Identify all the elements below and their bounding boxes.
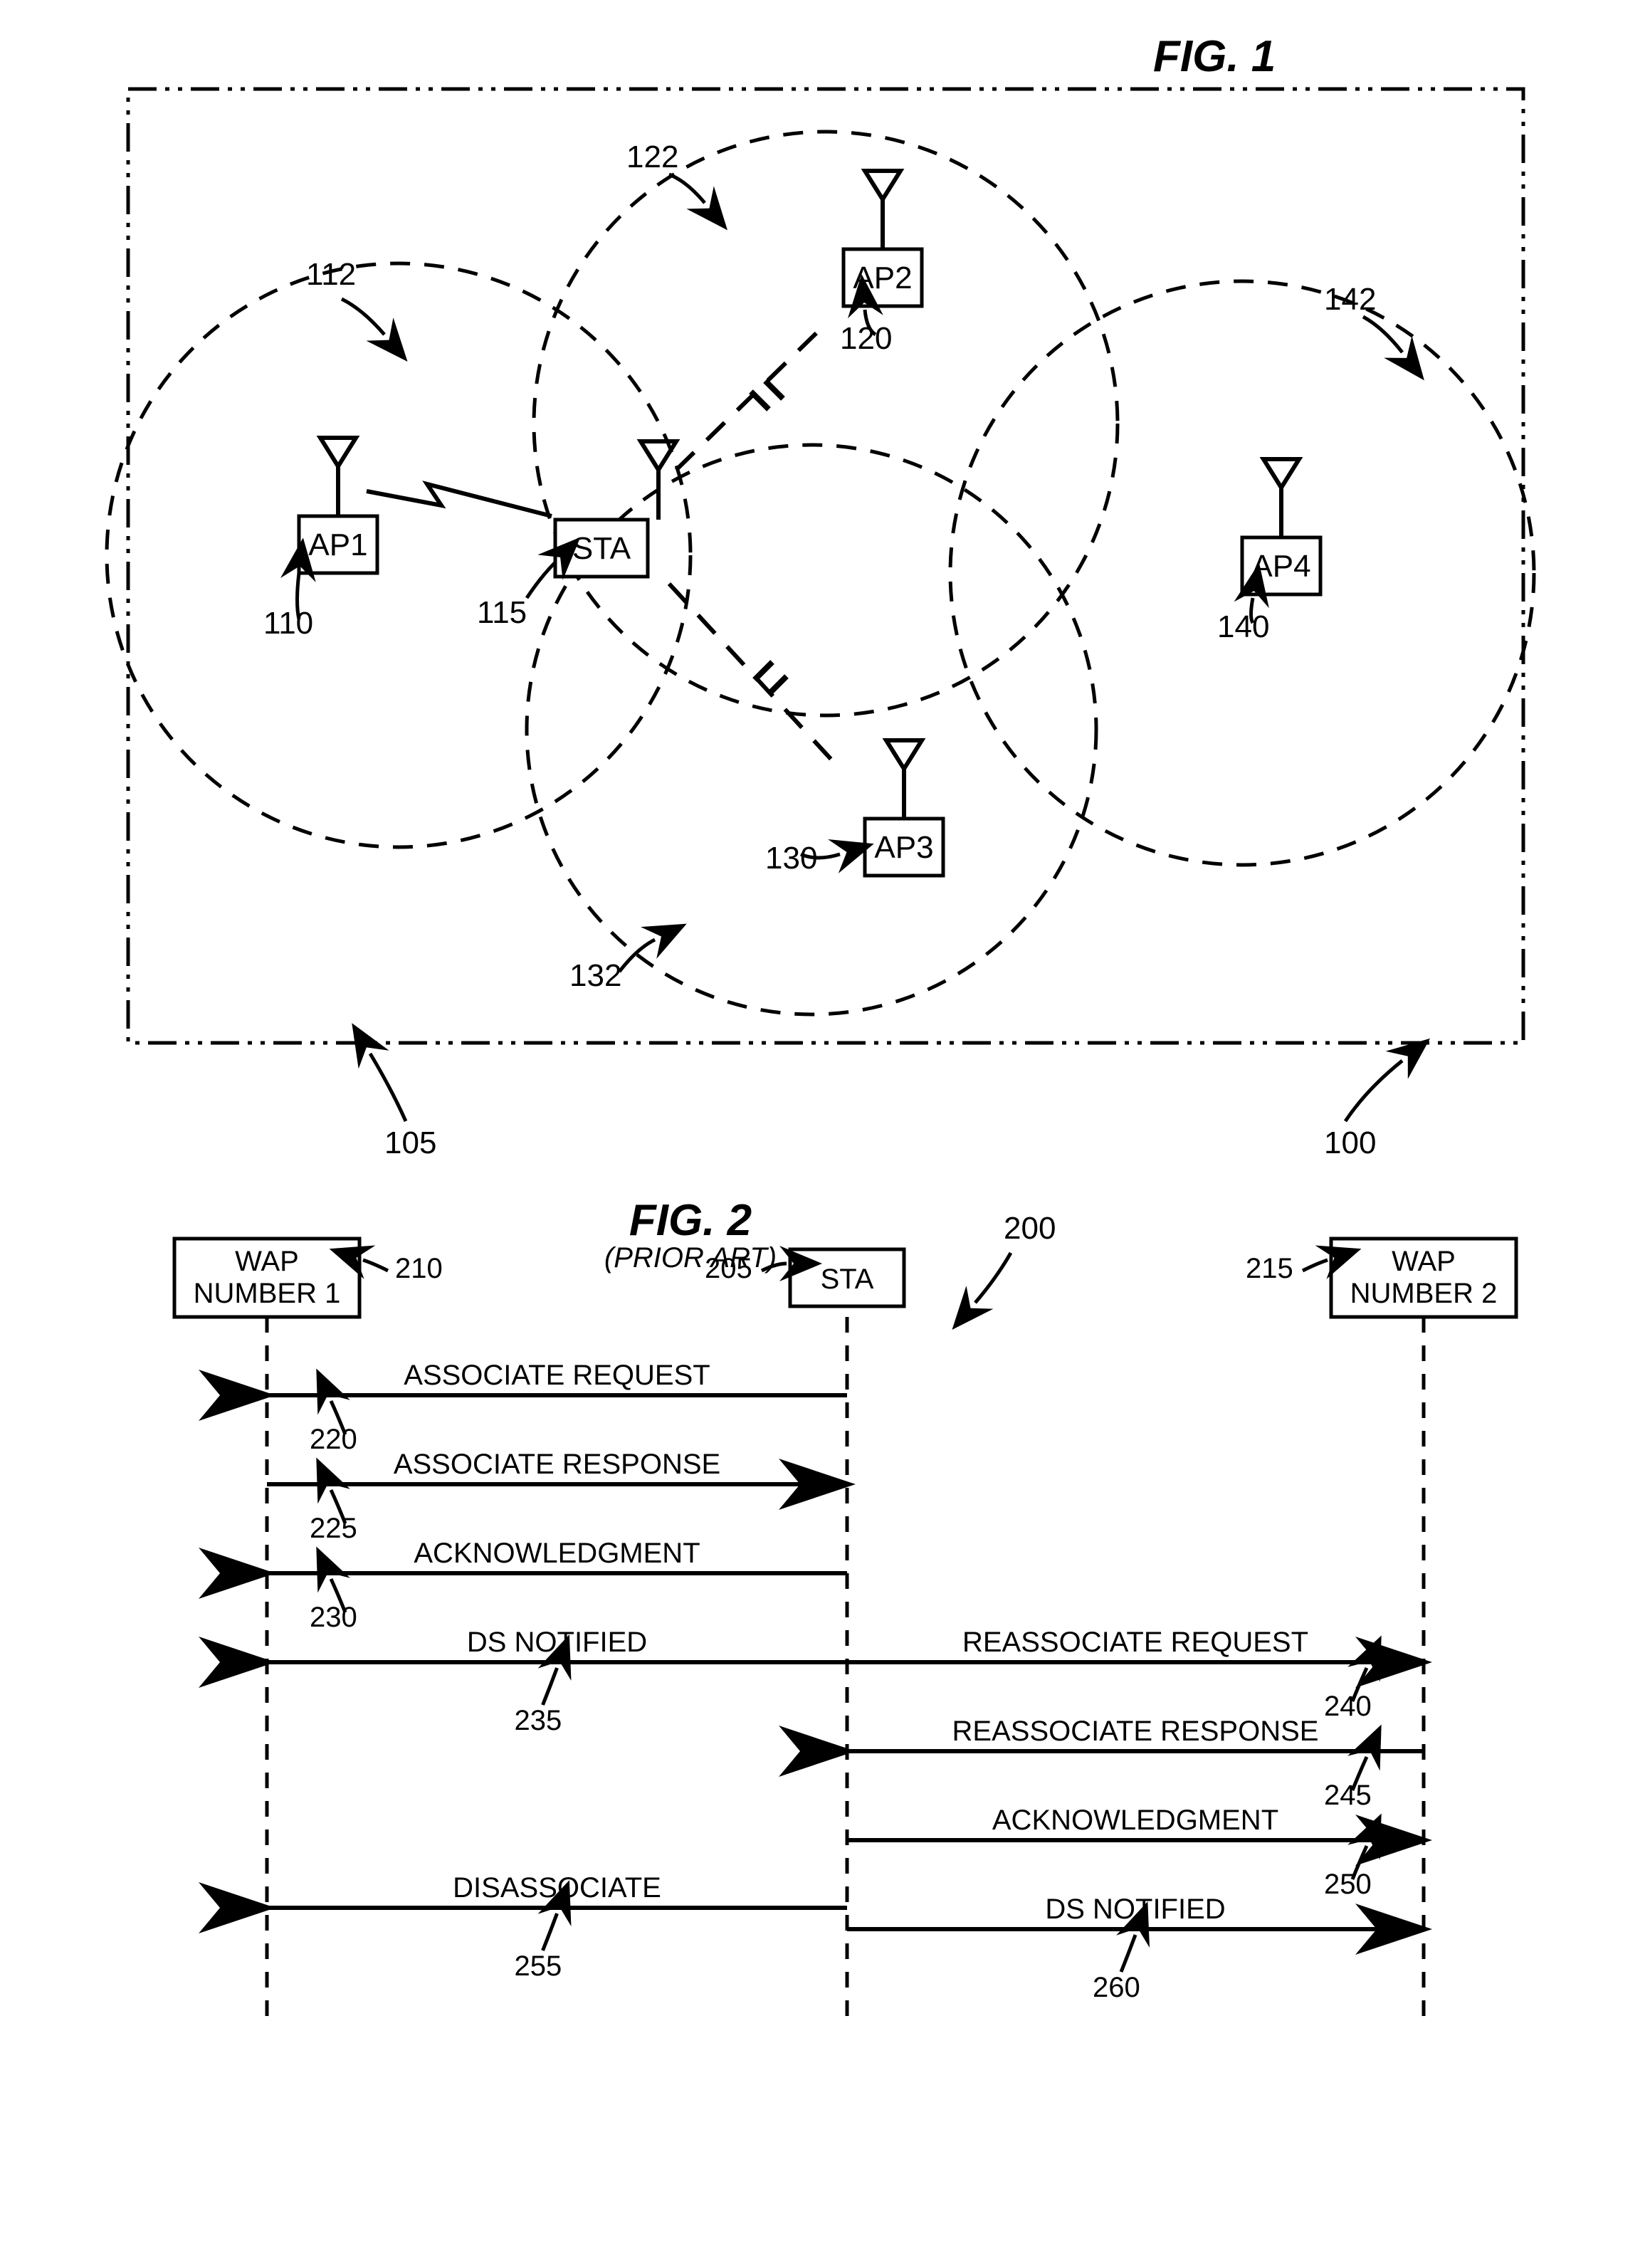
actor-sta: STA 205 <box>705 1249 904 1306</box>
ref-142: 142 <box>1324 282 1376 317</box>
message-245: REASSOCIATE RESPONSE 245 <box>847 1716 1424 1811</box>
actor-wap1-line2: NUMBER 1 <box>194 1278 341 1309</box>
ap-label: AP4 <box>1251 549 1310 584</box>
fig1-title: FIG. 1 <box>1153 32 1276 81</box>
ap-node-ap2: AP2 <box>844 171 922 306</box>
figure-1: FIG. 1 STA AP1 AP2 AP3 AP4 112 110 122 120 132 1… <box>85 14 1580 1167</box>
ref-105: 105 <box>370 1054 436 1160</box>
ap-node-ap1: AP1 <box>299 438 377 573</box>
ref-235: 235 <box>515 1705 562 1736</box>
ref-215: 215 <box>1246 1253 1293 1284</box>
message-text: ASSOCIATE RESPONSE <box>394 1449 720 1480</box>
message-250: ACKNOWLEDGMENT 250 <box>847 1805 1424 1900</box>
ref-225: 225 <box>310 1513 357 1544</box>
ap-label: AP2 <box>853 261 912 295</box>
message-240: REASSOCIATE REQUEST 240 <box>847 1627 1424 1722</box>
message-text: REASSOCIATE RESPONSE <box>952 1716 1319 1747</box>
message-260: DS NOTIFIED 260 <box>847 1894 1424 2003</box>
actor-wap1-line1: WAP <box>235 1246 299 1277</box>
ref-205: 205 <box>705 1253 752 1284</box>
ref-100: 100 <box>1324 1061 1402 1160</box>
ap-label: AP3 <box>874 830 933 865</box>
ref-200: 200 <box>975 1211 1056 1303</box>
message-235: DS NOTIFIED 235 <box>267 1627 847 1736</box>
ref-260: 260 <box>1093 1972 1140 2003</box>
ref-115: 115 <box>477 562 555 630</box>
ref-250: 250 <box>1324 1869 1372 1900</box>
ref-210: 210 <box>395 1253 443 1284</box>
ref-110: 110 <box>263 606 313 641</box>
message-text: ACKNOWLEDGMENT <box>992 1805 1278 1836</box>
message-text: ASSOCIATE REQUEST <box>404 1360 710 1391</box>
actor-wap2-line1: WAP <box>1392 1246 1456 1277</box>
ref-230: 230 <box>310 1602 357 1633</box>
message-text: DS NOTIFIED <box>467 1627 647 1658</box>
message-text: ACKNOWLEDGMENT <box>414 1538 700 1569</box>
ap-node-ap3: AP3 <box>865 740 943 876</box>
ref-130: 130 <box>765 841 817 876</box>
ref-220: 220 <box>310 1424 357 1455</box>
ref-240: 240 <box>1324 1691 1372 1722</box>
ref-115-label: 115 <box>477 595 527 630</box>
ref-245: 245 <box>1324 1780 1372 1811</box>
message-text: DISASSOCIATE <box>453 1872 661 1904</box>
ref-100-label: 100 <box>1324 1125 1376 1160</box>
actor-wap2-line2: NUMBER 2 <box>1350 1278 1498 1309</box>
sta-label: STA <box>572 531 631 566</box>
ap-label: AP1 <box>308 527 367 562</box>
ref-105-label: 105 <box>384 1125 436 1160</box>
ref-132: 132 <box>569 958 621 993</box>
ref-120: 120 <box>840 321 892 356</box>
actor-wap2: WAPNUMBER 2 215 <box>1246 1239 1516 1317</box>
ref-140: 140 <box>1217 609 1269 644</box>
ref-255: 255 <box>515 1951 562 1982</box>
ref-122: 122 <box>626 140 678 174</box>
figure-2: FIG. 2 (PRIOR ART) 200 WAPNUMBER 1210STA… <box>85 1196 1580 2136</box>
message-text: REASSOCIATE REQUEST <box>962 1627 1308 1658</box>
coverage-circle-ap2 <box>534 132 1118 715</box>
ap-node-ap4: AP4 <box>1242 459 1320 594</box>
actor-sta-label: STA <box>821 1264 874 1295</box>
message-text: DS NOTIFIED <box>1045 1894 1225 1925</box>
message-255: DISASSOCIATE 255 <box>267 1872 847 1982</box>
fig2-title: FIG. 2 <box>629 1196 752 1245</box>
ref-200-label: 200 <box>1004 1211 1056 1246</box>
message-225: ASSOCIATE RESPONSE 225 <box>267 1449 847 1544</box>
actor-wap1: WAPNUMBER 1 210 <box>174 1239 443 1317</box>
message-220: ASSOCIATE REQUEST 220 <box>267 1360 847 1455</box>
ref-112: 112 <box>306 257 356 292</box>
message-230: ACKNOWLEDGMENT 230 <box>267 1538 847 1633</box>
sta-node: STA <box>555 441 676 577</box>
